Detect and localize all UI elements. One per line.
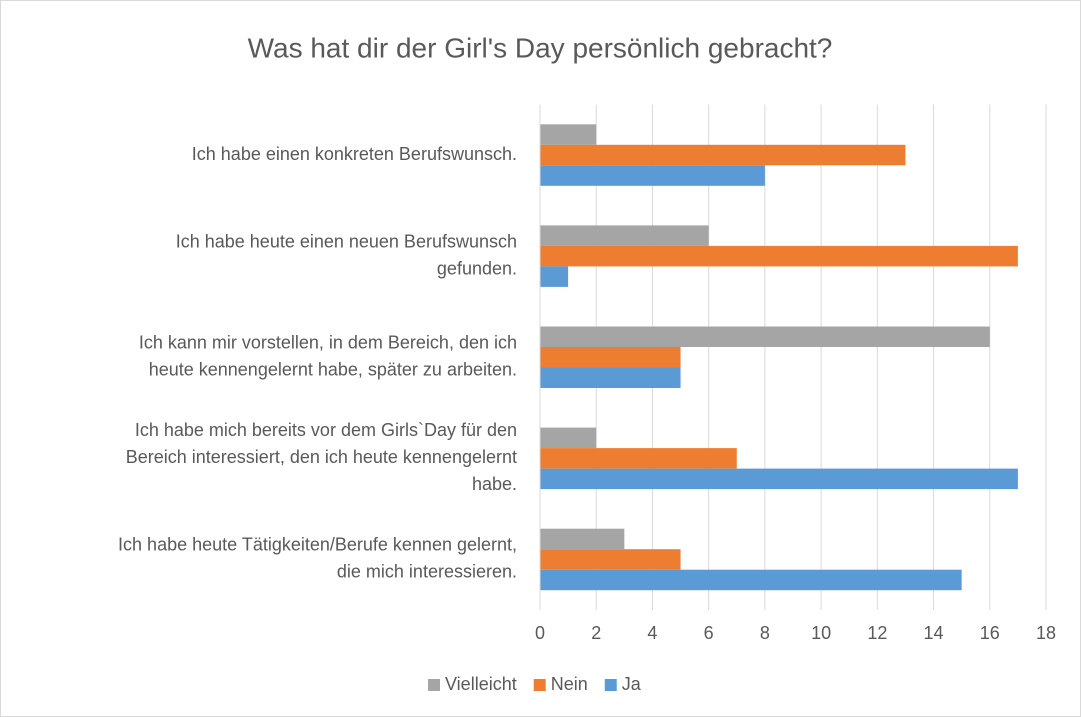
legend-swatch bbox=[604, 679, 617, 691]
legend-label: Vielleicht bbox=[445, 674, 517, 694]
x-tick-label: 0 bbox=[535, 623, 545, 643]
bar bbox=[540, 448, 737, 469]
bar bbox=[540, 225, 709, 246]
x-tick-label: 2 bbox=[591, 623, 601, 643]
y-tick-label: Ich habe einen konkreten Berufswunsch. bbox=[192, 144, 517, 164]
bar bbox=[540, 427, 597, 449]
bar bbox=[540, 367, 681, 388]
bar bbox=[540, 245, 1018, 267]
y-tick-label: die mich interessieren. bbox=[337, 562, 517, 582]
y-tick-label: gefunden. bbox=[437, 258, 517, 278]
x-tick-label: 12 bbox=[867, 623, 887, 643]
y-tick-label: Ich kann mir vorstellen, in dem Bereich,… bbox=[139, 333, 517, 353]
bar bbox=[540, 165, 765, 186]
legend-label: Nein bbox=[551, 674, 588, 694]
legend-swatch bbox=[533, 679, 546, 691]
x-tick-label: 10 bbox=[811, 623, 831, 643]
y-tick-label: Ich habe heute einen neuen Berufswunsch bbox=[176, 231, 517, 251]
bar bbox=[540, 144, 906, 166]
y-tick-label: Ich habe mich bereits vor dem Girls`Day … bbox=[135, 420, 517, 440]
x-tick-label: 14 bbox=[924, 623, 944, 643]
chart-title: Was hat dir der Girl's Day persönlich ge… bbox=[248, 32, 833, 63]
bar bbox=[540, 347, 681, 368]
bar bbox=[540, 468, 1018, 490]
bar bbox=[540, 549, 681, 570]
bar bbox=[540, 569, 962, 591]
x-tick-label: 8 bbox=[760, 623, 770, 643]
x-tick-label: 4 bbox=[647, 623, 657, 643]
bar bbox=[540, 124, 597, 145]
x-tick-label: 18 bbox=[1036, 623, 1056, 643]
legend-swatch bbox=[428, 679, 440, 691]
bar bbox=[540, 326, 990, 347]
y-tick-label: habe. bbox=[472, 474, 517, 494]
bar bbox=[540, 528, 625, 550]
y-tick-label: Ich habe heute Tätigkeiten/Berufe kennen… bbox=[118, 535, 517, 555]
x-tick-label: 6 bbox=[704, 623, 714, 643]
x-tick-label: 16 bbox=[980, 623, 1000, 643]
bar bbox=[540, 266, 569, 287]
y-tick-label: Bereich interessiert, den ich heute kenn… bbox=[126, 447, 517, 467]
legend-label: Ja bbox=[622, 674, 642, 694]
y-tick-label: heute kennengelernt habe, später zu arbe… bbox=[149, 360, 517, 380]
